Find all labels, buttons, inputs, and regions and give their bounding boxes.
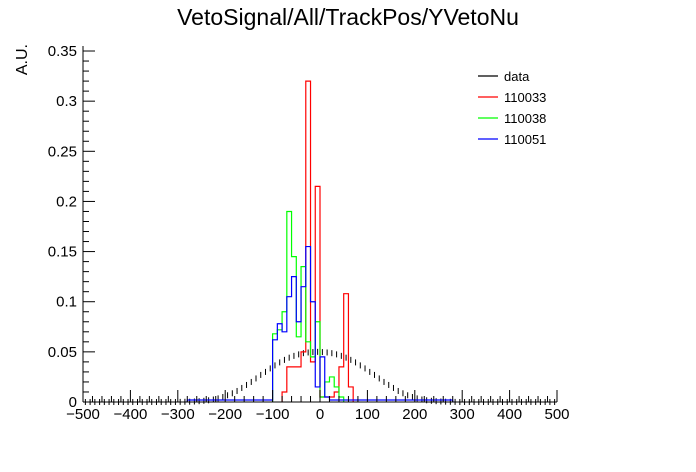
legend-label-110033: 110033 [504, 90, 546, 105]
x-tick-label: −200 [208, 406, 242, 423]
x-tick-label: 300 [450, 406, 475, 423]
x-tick-label: 500 [544, 406, 569, 423]
y-tick-label: 0 [69, 394, 77, 411]
y-axis-label: A.U. [14, 44, 31, 75]
legend-label-110038: 110038 [504, 111, 546, 126]
legend-label-110051: 110051 [504, 132, 546, 147]
x-tick-label: 100 [355, 406, 380, 423]
x-tick-label: −300 [161, 406, 195, 423]
y-tick-label: 0.3 [56, 93, 77, 110]
y-tick-label: 0.25 [48, 143, 77, 160]
y-tick-label: 0.1 [56, 294, 77, 311]
legend: data 110033 110038 110051 [478, 69, 546, 147]
legend-label-data: data [504, 69, 530, 84]
x-tick-label: −100 [256, 406, 290, 423]
chart-title: VetoSignal/All/TrackPos/YVetoNu [177, 4, 519, 30]
y-tick-label: 0.15 [48, 244, 77, 261]
x-tick-label: −400 [114, 406, 148, 423]
x-tick-label: 200 [402, 406, 427, 423]
series-line-110033 [281, 80, 354, 402]
y-tick-label: 0.05 [48, 344, 77, 361]
y-tick-label: 0.2 [56, 193, 77, 210]
x-tick-label: −500 [66, 406, 100, 423]
x-tick-label: 0 [316, 406, 324, 423]
y-tick-label: 0.35 [48, 43, 77, 60]
x-tick-label: 400 [497, 406, 522, 423]
series-line-110038 [272, 210, 345, 402]
series-line-110051 [186, 245, 454, 402]
axes-layer: −500 −400 −300 −200 −100 0 100 200 300 400 500 0 0.0… [48, 43, 570, 423]
